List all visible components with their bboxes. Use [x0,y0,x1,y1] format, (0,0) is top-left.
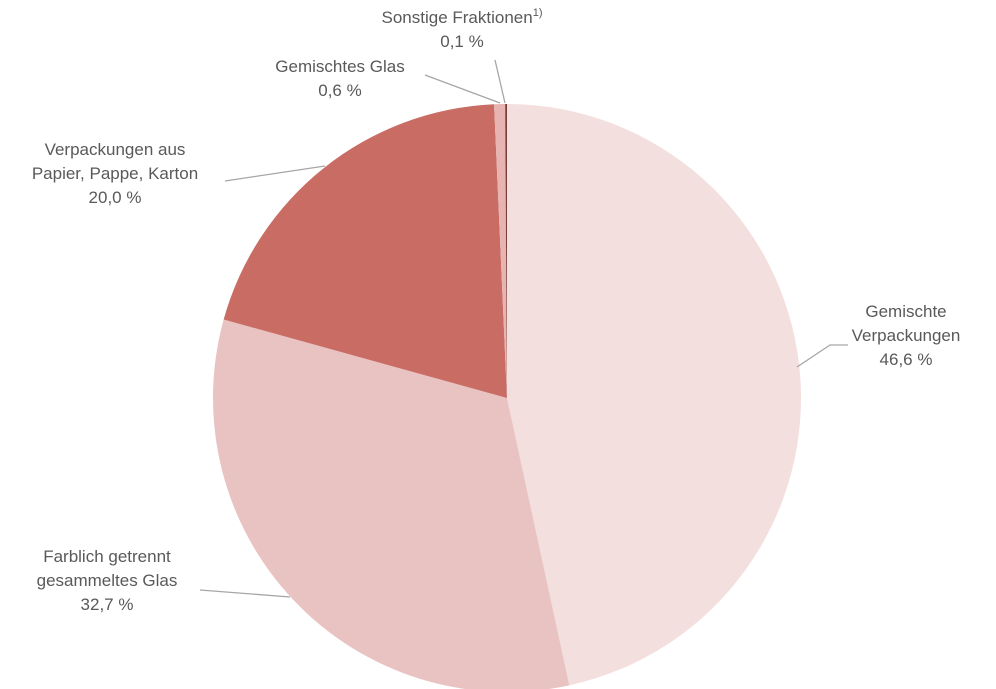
pie-slice [213,319,570,689]
slice-label: Sonstige Fraktionen1) 0,1 % [352,6,572,54]
slice-label: Verpackungen aus Papier, Pappe, Karton 20… [25,138,205,210]
value-label: 20,0 % [88,188,142,207]
footnote-mark: 1) [532,7,543,19]
pie-slice [494,104,507,399]
category-text: Gemischtes Glas [275,57,405,76]
category-text: Gemischte Verpackungen [851,302,961,345]
pie-slice [507,104,801,686]
category-text: Farblich getrennt gesammeltes Glas [36,547,178,590]
category-label: Gemischtes Glas [260,55,420,79]
category-text: Sonstige Fraktionen [381,8,533,27]
category-label: Verpackungen aus Papier, Pappe, Karton [25,138,205,186]
slice-label: Farblich getrennt gesammeltes Glas 32,7 % [27,545,187,617]
category-label: Sonstige Fraktionen1) [352,6,572,30]
value-label: 0,1 % [440,32,484,51]
leader-line [494,59,506,104]
pie-slice [223,104,508,399]
pie-slice [505,104,507,398]
leader-line [424,74,501,104]
leader-line [796,344,848,368]
value-label: 46,6 % [879,350,933,369]
category-label: Gemischte Verpackungen [846,300,966,348]
leader-line [224,165,326,182]
value-label: 32,7 % [80,595,134,614]
slice-label: Gemischtes Glas 0,6 % [260,55,420,103]
value-label: 0,6 % [318,81,362,100]
category-label: Farblich getrennt gesammeltes Glas [27,545,187,593]
slice-label: Gemischte Verpackungen 46,6 % [846,300,966,372]
leader-line [199,589,291,598]
category-text: Verpackungen aus Papier, Pappe, Karton [31,140,199,183]
